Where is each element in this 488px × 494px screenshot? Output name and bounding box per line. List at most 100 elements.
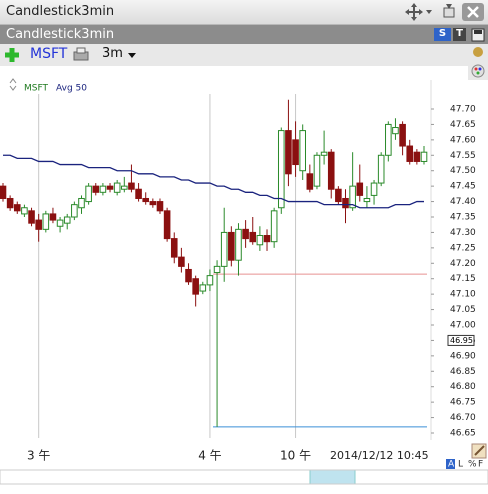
candle-body xyxy=(21,207,28,215)
candle-body xyxy=(356,182,364,196)
subtitle-bar: Candlestick3min S T xyxy=(0,25,488,44)
candle-body xyxy=(192,278,199,295)
candle-body xyxy=(420,151,428,162)
close-button[interactable] xyxy=(462,3,484,21)
candle-body xyxy=(256,235,264,246)
y-tick-label: 47.20 xyxy=(450,259,476,269)
add-button[interactable] xyxy=(4,47,20,63)
y-tick-label: 46.75 xyxy=(450,398,476,408)
interval[interactable]: 3m xyxy=(102,46,123,61)
candle-body xyxy=(56,219,64,227)
candle-body xyxy=(399,123,406,147)
axis-mode[interactable]: A xyxy=(448,460,455,470)
candle-body xyxy=(128,182,135,190)
date-label: 2014/12/12 10:45 xyxy=(330,449,429,462)
candle-body xyxy=(249,231,257,243)
candle-body xyxy=(313,154,321,187)
candle-body xyxy=(349,185,356,209)
legend-ma: Avg 50 xyxy=(56,84,87,94)
price-tag: 46.95 xyxy=(450,336,473,345)
candle-body xyxy=(78,197,85,209)
window-title: Candlestick3min xyxy=(6,4,115,19)
candle-body xyxy=(292,139,299,166)
candle-body xyxy=(142,197,150,203)
candle-body xyxy=(363,197,371,203)
candle-body xyxy=(49,213,57,221)
candle-body xyxy=(327,151,335,190)
symbol[interactable]: MSFT xyxy=(30,46,68,62)
candle-body xyxy=(0,185,7,199)
candle-body xyxy=(6,197,14,209)
moving-average xyxy=(3,154,424,209)
candle-body xyxy=(92,185,100,193)
printer-icon[interactable] xyxy=(72,47,90,63)
candle-body xyxy=(199,284,207,292)
y-tick-label: 47.50 xyxy=(450,166,476,176)
candle-body xyxy=(156,201,164,212)
candle-body xyxy=(228,231,235,261)
move-icon[interactable] xyxy=(405,3,423,21)
scrollbar-thumb[interactable] xyxy=(309,469,356,485)
y-tick-label: 47.55 xyxy=(450,151,476,161)
candle-body xyxy=(35,219,42,230)
axis-mode[interactable]: F xyxy=(478,460,483,470)
candle-body xyxy=(13,204,21,212)
candle-body xyxy=(220,231,228,267)
candle-body xyxy=(71,204,78,218)
y-tick-label: 47.70 xyxy=(450,105,476,115)
title-bar: Candlestick3min xyxy=(0,0,488,25)
interval-dropdown[interactable] xyxy=(128,51,138,61)
candle-body xyxy=(413,151,421,162)
menu-t[interactable]: T xyxy=(453,28,466,41)
candle-body xyxy=(285,130,292,175)
candle-body xyxy=(377,154,385,184)
y-tick-label: 47.30 xyxy=(450,228,476,238)
candle-body xyxy=(113,182,121,193)
candle-body xyxy=(370,182,378,196)
legend-symbol: MSFT xyxy=(24,84,48,94)
chart: 46.65 46.70 46.75 46.80 46.85 46.90 46.95 47.00… xyxy=(0,78,488,485)
y-tick-label: 47.05 xyxy=(450,305,476,315)
y-tick-label: 46.65 xyxy=(450,429,476,439)
y-tick-label: 47.15 xyxy=(450,274,476,284)
candle-body xyxy=(299,130,306,172)
candle-body xyxy=(277,130,285,209)
candle-body xyxy=(392,127,399,135)
y-tick-label: 47.10 xyxy=(450,290,476,300)
candle-body xyxy=(121,185,128,190)
y-tick-label: 46.70 xyxy=(450,413,476,423)
candle-body xyxy=(320,151,328,156)
price-tag-box xyxy=(447,334,475,346)
x-tick-label: 4 午 xyxy=(198,449,221,463)
y-tick-label: 46.85 xyxy=(450,367,476,377)
candle-body xyxy=(263,235,271,243)
mode-highlight xyxy=(446,459,455,469)
candle-body xyxy=(178,256,185,267)
legend-handle[interactable] xyxy=(9,78,17,91)
candle-body xyxy=(99,185,107,193)
y-tick-label: 47.45 xyxy=(450,182,476,192)
y-tick-label: 47.40 xyxy=(450,197,476,207)
candle-body xyxy=(185,268,192,283)
candle-body xyxy=(170,238,178,258)
y-tick-label: 46.80 xyxy=(450,382,476,392)
candle-body xyxy=(235,228,242,261)
axis-mode[interactable]: L xyxy=(458,460,463,470)
pencil-icon[interactable] xyxy=(471,443,487,459)
scrollbar-track[interactable] xyxy=(0,469,488,485)
axis-mode[interactable]: % xyxy=(468,460,477,470)
menu-s[interactable]: S xyxy=(434,28,451,41)
x-tick-label: 3 午 xyxy=(27,449,50,463)
candle-body xyxy=(149,201,157,206)
candle-body xyxy=(106,185,114,190)
dropdown[interactable] xyxy=(426,10,432,14)
save-icon[interactable] xyxy=(471,28,485,42)
side-icon-set[interactable] xyxy=(468,44,488,80)
candle-body xyxy=(242,228,249,240)
candle-body xyxy=(213,265,221,274)
toolbar: MSFT 3m xyxy=(0,44,488,66)
pin-icon[interactable] xyxy=(443,4,455,18)
window-controls xyxy=(405,3,484,21)
candle-body xyxy=(206,275,214,286)
